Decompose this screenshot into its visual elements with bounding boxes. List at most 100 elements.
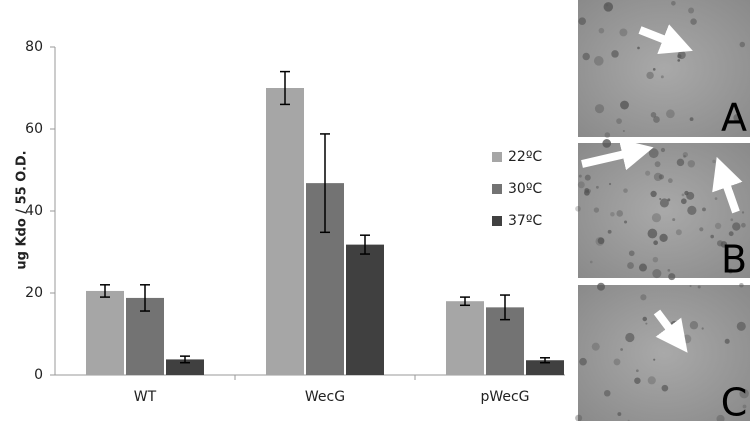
legend-swatch	[492, 216, 502, 226]
particle	[680, 198, 687, 205]
particle	[604, 132, 611, 138]
bar	[446, 301, 484, 375]
particle	[699, 227, 704, 232]
particle	[578, 174, 582, 178]
particle	[653, 116, 660, 123]
particle	[653, 358, 656, 361]
particle	[742, 404, 747, 409]
particle	[739, 282, 744, 288]
particle	[653, 172, 663, 182]
particle	[672, 218, 676, 222]
particle	[623, 188, 628, 193]
legend-label: 37ºC	[508, 213, 542, 229]
particle	[658, 174, 664, 180]
particle	[605, 3, 609, 7]
particle	[594, 104, 605, 114]
error-bar	[140, 284, 150, 312]
arrow	[581, 139, 654, 171]
particle	[732, 222, 741, 231]
particle	[739, 388, 749, 399]
particle	[736, 321, 746, 331]
particle	[702, 207, 706, 212]
particle	[652, 256, 659, 263]
particle	[668, 273, 676, 281]
bar	[166, 359, 204, 375]
particle	[667, 268, 671, 272]
particle	[584, 188, 590, 193]
particle	[714, 222, 722, 230]
error-bar	[100, 284, 110, 298]
particle	[642, 316, 648, 322]
particle	[645, 322, 648, 325]
particle	[689, 284, 692, 288]
particle	[728, 268, 734, 274]
particle	[602, 139, 612, 148]
particle	[638, 263, 647, 272]
particle	[611, 50, 619, 58]
particle	[577, 181, 585, 189]
particle	[660, 75, 664, 79]
arrow	[653, 309, 688, 353]
particle	[628, 250, 635, 257]
particle	[616, 210, 624, 217]
error-bar	[280, 70, 290, 106]
particle	[589, 260, 593, 264]
particle	[593, 56, 604, 66]
particle	[608, 182, 612, 186]
particle	[720, 241, 728, 248]
particle	[607, 229, 612, 234]
error-bar	[360, 234, 370, 255]
particle	[710, 234, 714, 239]
particle	[595, 185, 599, 189]
legend-label: 22ºC	[508, 149, 542, 165]
particle	[591, 342, 600, 351]
legend-swatch	[492, 152, 502, 162]
particle	[584, 174, 591, 181]
particle	[676, 158, 685, 167]
particle	[728, 231, 734, 237]
particle	[647, 376, 656, 385]
bar	[266, 88, 304, 375]
particle	[661, 384, 669, 392]
particle	[659, 198, 669, 208]
micrograph	[578, 0, 750, 137]
y-tick-label: 40	[25, 203, 43, 219]
particle	[712, 159, 716, 164]
particle	[689, 321, 699, 330]
panel-label: C	[721, 381, 748, 421]
particle	[716, 414, 725, 421]
bar	[526, 360, 564, 375]
particle	[741, 211, 745, 214]
particle	[603, 2, 614, 12]
particle	[681, 193, 685, 197]
particle	[730, 218, 734, 222]
particle	[603, 389, 611, 397]
particle	[616, 118, 622, 125]
particle	[677, 59, 681, 62]
y-tick-label: 0	[34, 367, 43, 383]
particle	[624, 220, 628, 224]
particle	[651, 213, 662, 223]
particle	[575, 205, 581, 212]
particle	[598, 27, 605, 34]
error-bar	[180, 355, 190, 364]
error-bar	[460, 296, 470, 307]
particle	[617, 412, 622, 416]
error-bar	[320, 133, 330, 234]
particle	[688, 7, 695, 14]
x-tick-label: WecG	[305, 389, 345, 405]
particle	[635, 369, 639, 373]
particle	[718, 164, 724, 170]
particle	[690, 18, 697, 25]
particle	[593, 207, 600, 213]
particle	[597, 237, 605, 245]
y-axis-label: ug Kdo / 55 O.D.	[15, 150, 30, 269]
particle	[575, 414, 583, 421]
particle	[666, 109, 675, 119]
legend-swatch	[492, 184, 502, 194]
particle	[689, 117, 694, 122]
particle	[650, 112, 657, 118]
particle	[619, 28, 628, 37]
particle	[646, 71, 654, 80]
